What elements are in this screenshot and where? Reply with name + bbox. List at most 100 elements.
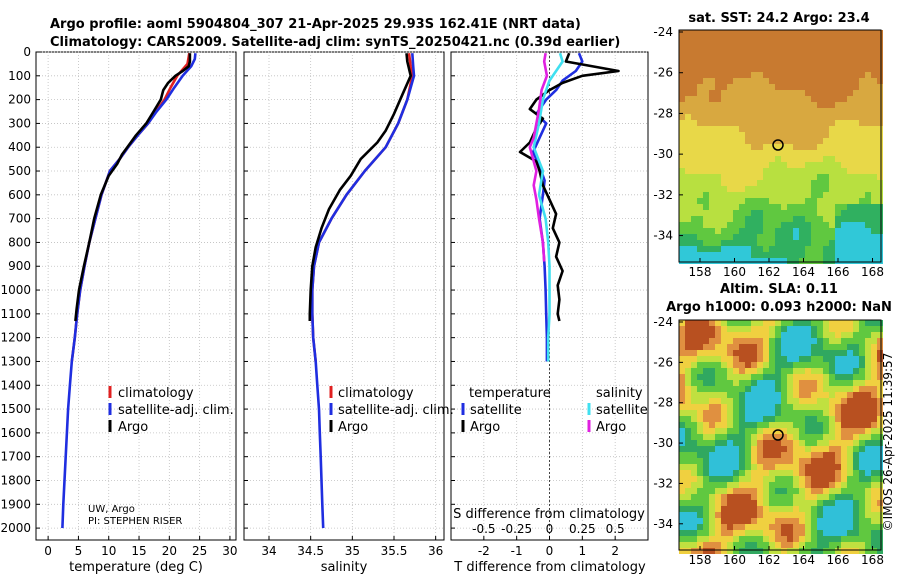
map-cell [871, 174, 877, 180]
map-cell [841, 234, 847, 240]
map-cell [721, 458, 727, 464]
map-cell [811, 162, 817, 168]
map-cell [763, 458, 769, 464]
map-cell [691, 66, 697, 72]
map-cell [697, 204, 703, 210]
map-cell [835, 326, 841, 332]
map-cell [775, 470, 781, 476]
map-cell [787, 434, 793, 440]
map-cell [775, 350, 781, 356]
map-cell [769, 216, 775, 222]
map-cell [715, 446, 721, 452]
map-cell [739, 102, 745, 108]
map-cell [763, 506, 769, 512]
map-cell [739, 210, 745, 216]
map-cell [757, 488, 763, 494]
map-cell [751, 36, 757, 42]
map-cell [751, 494, 757, 500]
map-cell [853, 234, 859, 240]
map-cell [871, 476, 877, 482]
map-cell [769, 234, 775, 240]
map-cell [685, 162, 691, 168]
map-cell [859, 524, 865, 530]
map-cell [727, 488, 733, 494]
map-cell [793, 60, 799, 66]
map-cell [751, 246, 757, 252]
map-cell [691, 386, 697, 392]
map-cell [763, 320, 769, 326]
map-cell [697, 542, 703, 548]
map-cell [787, 380, 793, 386]
map-cell [847, 392, 853, 398]
map-cell [697, 120, 703, 126]
map-cell [703, 404, 709, 410]
map-cell [847, 48, 853, 54]
map-cell [715, 252, 721, 258]
map-cell [679, 96, 685, 102]
map-cell [781, 66, 787, 72]
map-cell [739, 96, 745, 102]
map-cell [877, 114, 883, 120]
map-cell [787, 240, 793, 246]
map-cell [871, 240, 877, 246]
map-cell [703, 530, 709, 536]
map-cell [691, 240, 697, 246]
map-cell [865, 78, 871, 84]
map-cell [817, 234, 823, 240]
map-cell [715, 482, 721, 488]
map-cell [769, 114, 775, 120]
legend-salinity-heading: salinity [596, 386, 643, 401]
map-cell [853, 416, 859, 422]
map-cell [751, 320, 757, 326]
map-cell [781, 186, 787, 192]
map-cell [751, 102, 757, 108]
map-cell [841, 380, 847, 386]
map-cell [709, 36, 715, 42]
map-cell [817, 168, 823, 174]
map-cell [871, 30, 877, 36]
map-cell [703, 162, 709, 168]
map-cell [697, 494, 703, 500]
lat-tick-label: -26 [653, 66, 673, 80]
map-cell [679, 374, 685, 380]
map-cell [733, 440, 739, 446]
map-cell [835, 344, 841, 350]
map-cell [805, 222, 811, 228]
map-cell [871, 156, 877, 162]
map-cell [733, 452, 739, 458]
map-cell [781, 368, 787, 374]
map-cell [823, 96, 829, 102]
map-cell [841, 132, 847, 138]
map-cell [865, 168, 871, 174]
map-cell [685, 524, 691, 530]
map-cell [769, 452, 775, 458]
map-cell [793, 234, 799, 240]
map-cell [745, 120, 751, 126]
map-cell [847, 518, 853, 524]
map-cell [685, 326, 691, 332]
map-cell [847, 530, 853, 536]
map-cell [733, 458, 739, 464]
map-cell [829, 320, 835, 326]
map-cell [859, 482, 865, 488]
map-cell [721, 240, 727, 246]
map-cell [799, 452, 805, 458]
map-cell [691, 380, 697, 386]
map-cell [817, 434, 823, 440]
map-cell [745, 344, 751, 350]
map-cell [877, 494, 883, 500]
map-cell [721, 168, 727, 174]
map-cell [853, 332, 859, 338]
map-cell [829, 494, 835, 500]
map-cell [865, 470, 871, 476]
map-cell [721, 216, 727, 222]
map-cell [751, 66, 757, 72]
map-cell [733, 48, 739, 54]
map-cell [679, 36, 685, 42]
map-cell [685, 512, 691, 518]
map-cell [841, 114, 847, 120]
map-cell [793, 240, 799, 246]
map-cell [775, 240, 781, 246]
map-cell [859, 60, 865, 66]
map-cell [691, 410, 697, 416]
